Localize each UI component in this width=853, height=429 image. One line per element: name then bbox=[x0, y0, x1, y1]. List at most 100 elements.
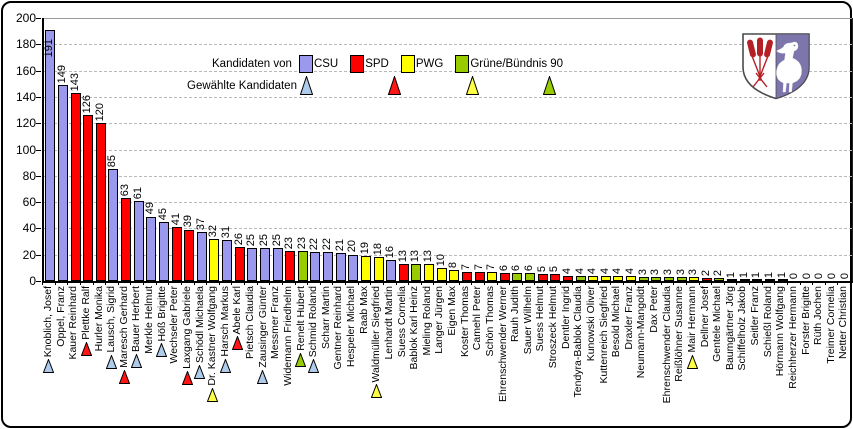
x-axis-category: Forster Brigitte bbox=[800, 286, 813, 355]
x-axis-label: Pietsch Claudia bbox=[244, 286, 257, 359]
x-axis-category: Dellner Josef bbox=[699, 286, 712, 347]
bar bbox=[449, 270, 460, 281]
x-axis-category: Kunowski Oliver bbox=[585, 286, 598, 361]
x-axis-tick bbox=[231, 281, 233, 285]
bar bbox=[297, 250, 308, 281]
x-axis-category: Draxler Franz bbox=[623, 286, 636, 350]
x-axis-label: Wechseler Peter bbox=[168, 286, 181, 364]
bar bbox=[638, 277, 649, 281]
x-axis-category: Abele Karl bbox=[231, 286, 244, 351]
bar bbox=[386, 259, 397, 281]
x-axis-label: Merkle Helmut bbox=[143, 286, 156, 354]
bar bbox=[550, 274, 561, 281]
x-axis-tick bbox=[446, 281, 447, 285]
x-axis-category: Eigen Max bbox=[446, 286, 459, 336]
x-axis-tick bbox=[332, 281, 334, 285]
legend-elected-marker-icon bbox=[466, 76, 479, 95]
x-axis-tick bbox=[54, 281, 56, 285]
x-axis-tick bbox=[559, 281, 561, 285]
x-axis-category: Höß Brigitte bbox=[155, 286, 169, 358]
bar bbox=[45, 29, 56, 281]
x-axis-label: Sauer Wilhelm bbox=[521, 286, 534, 355]
bar-value-label: 4 bbox=[586, 267, 599, 274]
bar bbox=[323, 252, 334, 281]
bar-value-label: 41 bbox=[169, 212, 182, 226]
x-axis-category: Dentler Ingrid bbox=[560, 286, 573, 349]
gridline bbox=[44, 175, 852, 177]
x-axis-tick bbox=[786, 281, 788, 285]
x-axis-label: Mair Hermann bbox=[685, 286, 698, 353]
elected-marker-icon bbox=[686, 354, 698, 369]
x-axis-label: Waldmüller Siegfried bbox=[370, 286, 383, 383]
bar bbox=[764, 279, 775, 281]
legend-party-item: Grüne/Bündnis 90 bbox=[455, 55, 563, 73]
bar-value-label: 10 bbox=[434, 253, 447, 266]
x-axis-tick bbox=[837, 281, 839, 285]
bar-value-label: 0 bbox=[838, 272, 851, 279]
bar-value-label: 120 bbox=[93, 102, 106, 122]
x-axis-label: Tendyra-Bablok Claudia bbox=[572, 286, 585, 398]
bar-value-label: 6 bbox=[523, 265, 536, 272]
bar-value-label: 37 bbox=[194, 218, 207, 231]
x-axis-tick bbox=[723, 281, 725, 285]
legend-color-swatch bbox=[400, 55, 415, 73]
x-axis-category: Oppel, Franz bbox=[55, 286, 68, 347]
elected-marker-icon bbox=[232, 336, 244, 351]
bar-value-label: 0 bbox=[788, 272, 801, 279]
bar-value-label: 6 bbox=[510, 265, 523, 272]
x-axis-label: Schmid Roland bbox=[307, 286, 320, 358]
x-axis-category: Pietsch Claudia bbox=[244, 286, 257, 359]
x-axis-category: Zausinger Günter bbox=[257, 286, 270, 384]
bar bbox=[272, 248, 283, 281]
bar bbox=[651, 277, 662, 281]
elected-marker-icon bbox=[131, 353, 143, 368]
x-axis-category: Suess Cornelia bbox=[396, 286, 409, 357]
x-axis-tick bbox=[799, 281, 801, 285]
bar-value-label: 6 bbox=[497, 265, 510, 272]
y-axis-tick bbox=[36, 202, 41, 204]
bar bbox=[752, 279, 763, 281]
x-axis-label: Höß Brigitte bbox=[155, 286, 168, 342]
x-axis-label: Baumgärtner Jörg bbox=[723, 286, 736, 371]
x-axis-category: Hespeler Michael bbox=[345, 286, 358, 367]
bar-value-label: 21 bbox=[333, 239, 346, 252]
y-axis-tick bbox=[36, 281, 41, 282]
x-axis-label: Plettke Ralf bbox=[79, 286, 92, 340]
bar bbox=[196, 232, 207, 281]
x-axis-label: Bauer Herbert bbox=[130, 286, 143, 352]
bar bbox=[487, 271, 498, 281]
gridline bbox=[44, 149, 852, 151]
x-axis-category: Schmid Roland bbox=[307, 286, 320, 374]
x-axis-label: Forster Brigitte bbox=[799, 286, 812, 355]
x-axis-category: Langer Jürgen bbox=[433, 286, 446, 354]
legend-party-item: SPD bbox=[350, 55, 389, 73]
bar-value-label: 4 bbox=[598, 267, 611, 274]
bar-value-label: 18 bbox=[371, 243, 384, 256]
bar bbox=[600, 275, 611, 281]
legend-elected-marker-icon bbox=[388, 76, 401, 95]
x-axis-category: Schön Thomas bbox=[484, 286, 497, 356]
bar bbox=[83, 115, 94, 281]
legend-candidates-label: Kandidaten von bbox=[212, 58, 292, 70]
x-axis-category: Camehl Peter bbox=[471, 286, 484, 350]
bar-value-label: 191 bbox=[43, 38, 56, 58]
bar bbox=[461, 271, 472, 281]
elected-marker-icon bbox=[42, 359, 54, 374]
legend-party-label: SPD bbox=[365, 58, 389, 70]
bar-value-label: 0 bbox=[800, 272, 813, 279]
x-axis-category: Harsch Markus bbox=[219, 286, 232, 373]
bar-value-label: 26 bbox=[232, 232, 245, 245]
bar bbox=[701, 278, 712, 281]
bar bbox=[259, 248, 270, 281]
bar-value-label: 4 bbox=[624, 267, 637, 274]
x-axis-tick bbox=[382, 281, 384, 285]
elected-marker-icon bbox=[156, 343, 168, 358]
x-axis-label: Schießl Roland bbox=[761, 286, 774, 358]
x-axis-category: Sauer Wilhelm bbox=[522, 286, 535, 354]
bar-value-label: 16 bbox=[384, 245, 397, 258]
bar bbox=[121, 198, 132, 281]
x-axis-category: Ehrenschwender Werner bbox=[497, 286, 510, 402]
legend-party-item: CSU bbox=[298, 55, 338, 73]
legend-color-swatch bbox=[350, 55, 365, 73]
x-axis-category: Seitler Franz bbox=[749, 286, 762, 346]
